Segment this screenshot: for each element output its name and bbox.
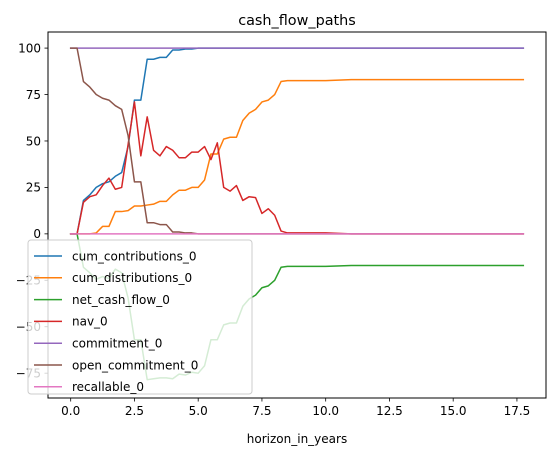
x-tick-label: 5.0 bbox=[189, 404, 208, 418]
legend-label-commitment_0: commitment_0 bbox=[72, 337, 162, 351]
x-tick-label: 7.5 bbox=[252, 404, 271, 418]
legend-label-nav_0: nav_0 bbox=[72, 315, 108, 329]
legend-box bbox=[27, 239, 253, 395]
legend-label-recallable_0: recallable_0 bbox=[72, 380, 144, 394]
series-line-cum_distributions_0 bbox=[69, 78, 525, 235]
legend-label-net_cash_flow_0: net_cash_flow_0 bbox=[72, 293, 170, 307]
chart-title: cash_flow_paths bbox=[238, 13, 356, 29]
y-tick-label: 25 bbox=[26, 181, 41, 195]
legend-label-cum_contributions_0: cum_contributions_0 bbox=[72, 249, 197, 263]
y-tick-label: 50 bbox=[26, 134, 41, 148]
legend-label-open_commitment_0: open_commitment_0 bbox=[72, 358, 198, 372]
x-axis: 0.0 2.5 5.0 7.5 10.0 12.5 15.0 17.5 bbox=[61, 398, 530, 418]
x-tick-label: 10.0 bbox=[312, 404, 339, 418]
axes-frame bbox=[47, 31, 547, 399]
legend: cum_contributions_0 cum_distributions_0ne… bbox=[27, 239, 253, 395]
x-tick-label: 17.5 bbox=[504, 404, 531, 418]
x-tick-label: 15.0 bbox=[440, 404, 467, 418]
y-tick-label: 100 bbox=[18, 41, 41, 55]
x-axis-label: horizon_in_years bbox=[247, 432, 347, 446]
y-tick-label: 0 bbox=[33, 227, 41, 241]
x-tick-label: 2.5 bbox=[125, 404, 144, 418]
legend-label-cum_distributions_0: cum_distributions_0 bbox=[72, 271, 192, 285]
y-tick-label: 75 bbox=[26, 88, 41, 102]
x-tick-label: 0.0 bbox=[61, 404, 80, 418]
x-tick-label: 12.5 bbox=[376, 404, 403, 418]
